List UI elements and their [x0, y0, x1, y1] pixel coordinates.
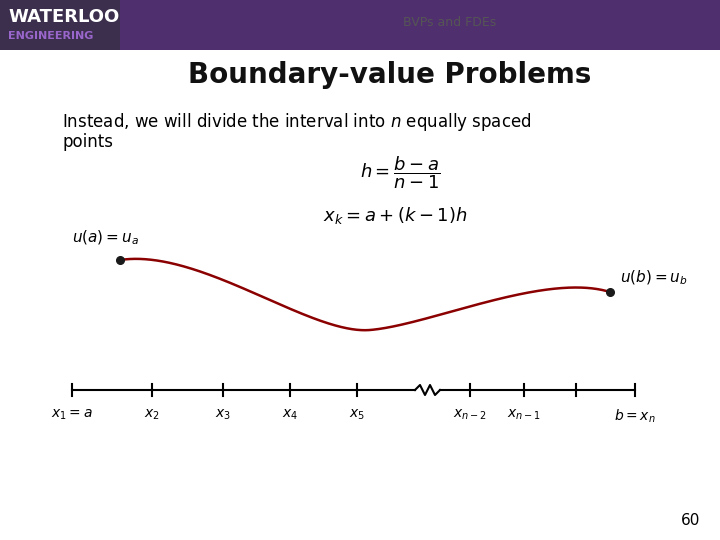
- Text: $u(a) = u_a$: $u(a) = u_a$: [72, 229, 139, 247]
- Text: 60: 60: [680, 513, 700, 528]
- Text: Boundary-value Problems: Boundary-value Problems: [189, 61, 592, 89]
- Text: $x_5$: $x_5$: [349, 408, 365, 422]
- Text: $b = x_n$: $b = x_n$: [614, 408, 656, 426]
- Text: $x_k = a+(k-1)h$: $x_k = a+(k-1)h$: [323, 205, 467, 226]
- Text: ENGINEERING: ENGINEERING: [8, 31, 94, 41]
- Text: $x_3$: $x_3$: [215, 408, 231, 422]
- Text: $u(b) = u_b$: $u(b) = u_b$: [620, 269, 688, 287]
- Text: points: points: [62, 133, 113, 151]
- Text: $h = \dfrac{b-a}{n-1}$: $h = \dfrac{b-a}{n-1}$: [360, 154, 440, 191]
- Text: Instead, we will divide the interval into $n$ equally spaced: Instead, we will divide the interval int…: [62, 111, 531, 133]
- Bar: [120, 0, 720, 50]
- Text: WATERLOO: WATERLOO: [8, 8, 120, 26]
- Text: BVPs and FDEs: BVPs and FDEs: [403, 16, 497, 29]
- Text: $x_1 = a$: $x_1 = a$: [51, 408, 93, 422]
- Text: $x_{n-1}$: $x_{n-1}$: [507, 408, 541, 422]
- Bar: [0, 0, 720, 50]
- Text: $x_2$: $x_2$: [144, 408, 160, 422]
- Text: $x_4$: $x_4$: [282, 408, 298, 422]
- Text: $x_{n-2}$: $x_{n-2}$: [453, 408, 487, 422]
